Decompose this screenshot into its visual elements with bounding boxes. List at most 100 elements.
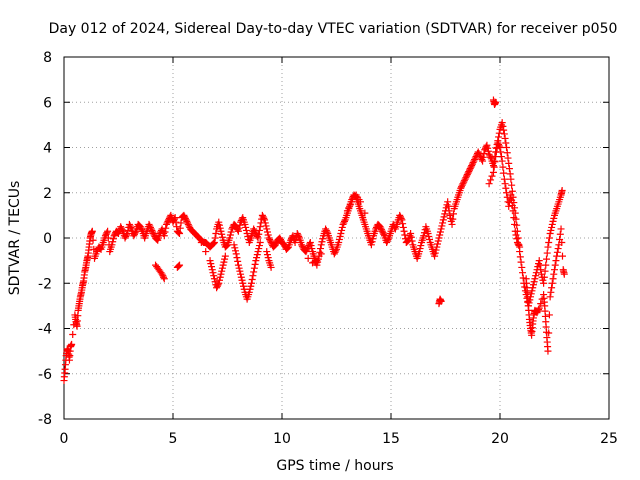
data-point (236, 267, 244, 275)
data-point (218, 264, 226, 272)
data-point (345, 204, 353, 212)
data-point (383, 239, 391, 247)
data-point (548, 284, 556, 292)
data-point (261, 219, 269, 227)
data-point (122, 231, 130, 239)
data-point (256, 223, 264, 231)
data-point (548, 223, 556, 231)
data-point (234, 257, 242, 265)
data-point (185, 222, 193, 230)
data-point (216, 224, 224, 232)
data-point (378, 226, 386, 234)
data-point (338, 226, 346, 234)
data-point (440, 213, 448, 221)
data-point (284, 244, 292, 252)
data-point (172, 218, 180, 226)
data-point (125, 220, 133, 228)
x-tick-label: 20 (491, 431, 509, 447)
data-point (446, 211, 454, 219)
data-point (340, 219, 348, 227)
data-point (482, 143, 490, 151)
data-point (539, 276, 547, 284)
data-point (548, 220, 556, 228)
data-point (262, 222, 270, 230)
data-point (130, 230, 138, 238)
data-point (109, 235, 117, 243)
data-point (457, 184, 465, 192)
data-point (547, 226, 555, 234)
data-point (436, 228, 444, 236)
data-point (131, 229, 139, 237)
data-point (221, 252, 229, 260)
x-tick-label: 10 (273, 431, 291, 447)
data-point (501, 134, 509, 142)
data-point (380, 230, 388, 238)
data-point (214, 281, 222, 289)
data-point (210, 272, 218, 280)
data-point (222, 242, 230, 250)
data-point (356, 198, 364, 206)
data-point (335, 236, 343, 244)
data-point (515, 242, 523, 250)
data-point (531, 275, 539, 283)
data-point (550, 270, 558, 278)
data-point (434, 240, 442, 248)
data-point (497, 148, 505, 156)
data-point (254, 248, 262, 256)
data-point (255, 226, 263, 234)
data-point (466, 165, 474, 173)
data-point (544, 243, 552, 251)
data-point (184, 220, 192, 228)
data-point (218, 267, 226, 275)
data-point (535, 257, 543, 265)
data-point (239, 282, 247, 290)
data-point (465, 166, 473, 174)
data-point (239, 279, 247, 287)
data-point (537, 300, 545, 308)
data-point (505, 165, 513, 173)
data-point (528, 287, 536, 295)
data-point (221, 255, 229, 263)
data-point (253, 254, 261, 262)
data-point (465, 168, 473, 176)
data-point (264, 254, 272, 262)
data-point (255, 230, 263, 238)
data-point (503, 144, 511, 151)
data-point (160, 273, 168, 281)
data-point (499, 122, 507, 130)
data-point (246, 285, 254, 293)
data-point (317, 245, 325, 253)
data-point (176, 229, 184, 237)
data-point (507, 191, 515, 199)
data-point (441, 210, 449, 218)
data-point (545, 239, 553, 247)
data-point (471, 156, 479, 164)
data-point (415, 248, 423, 256)
data-point (263, 248, 271, 256)
data-point (306, 240, 314, 248)
data-point (252, 257, 260, 265)
data-point (236, 221, 244, 229)
data-point (216, 273, 224, 281)
data-point (89, 236, 97, 244)
data-point (383, 237, 391, 245)
data-point (553, 248, 561, 256)
data-point (217, 270, 225, 278)
data-point (509, 207, 517, 215)
data-point (458, 181, 466, 189)
x-tick-label: 0 (60, 431, 69, 447)
data-point (546, 293, 554, 301)
data-point (182, 216, 190, 224)
data-point (508, 181, 516, 189)
data-point (316, 248, 324, 256)
data-point (435, 234, 443, 242)
data-point (496, 144, 504, 151)
data-point (266, 236, 274, 244)
data-point (206, 257, 214, 265)
data-point (558, 239, 566, 247)
data-point (102, 230, 110, 238)
data-point (110, 232, 118, 240)
data-point (511, 227, 519, 235)
data-point (226, 234, 234, 242)
data-point (183, 217, 191, 225)
